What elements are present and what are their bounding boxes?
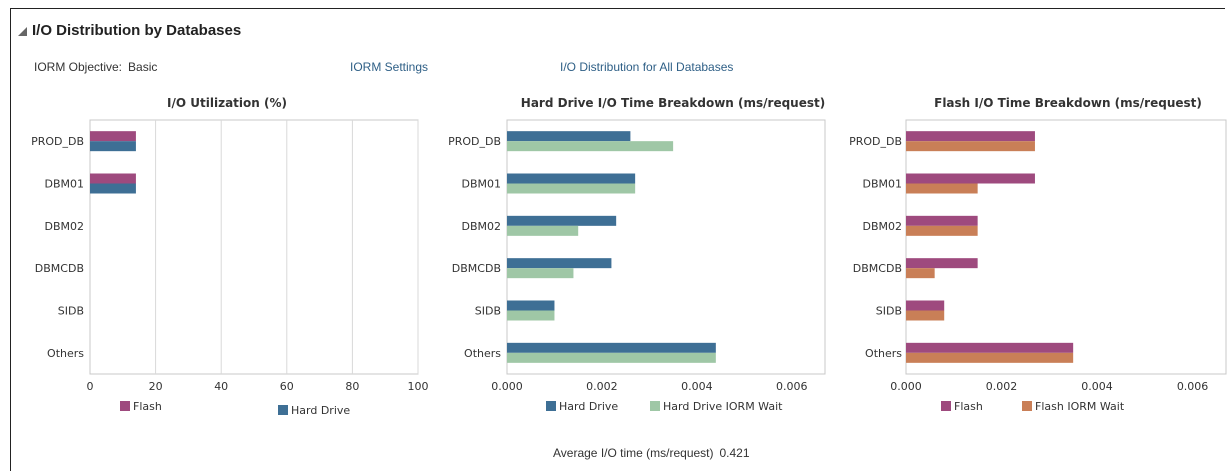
category-label: DBM01	[44, 178, 84, 191]
legend-label: Flash	[133, 400, 162, 413]
chart-title: Flash I/O Time Breakdown (ms/request)	[934, 96, 1202, 110]
category-label: DBMCDB	[35, 262, 84, 275]
bar-flash-iorm-wait	[906, 268, 935, 279]
legend-swatch	[120, 401, 130, 411]
average-io-time-value: 0.421	[719, 446, 750, 460]
chart-title: I/O Utilization (%)	[167, 96, 287, 110]
legend-swatch	[650, 401, 660, 411]
legend-swatch	[941, 401, 951, 411]
category-label: SIDB	[876, 305, 902, 318]
category-label: PROD_DB	[448, 135, 501, 148]
bar-hard-drive	[90, 183, 136, 194]
bar-hard-drive	[507, 215, 617, 226]
average-io-time: Average I/O time (ms/request) 0.421	[553, 446, 750, 460]
legend-label: Flash	[954, 400, 983, 413]
category-label: DBM01	[461, 178, 501, 191]
bar-hard-drive	[507, 173, 636, 184]
chart-2: Hard Drive I/O Time Breakdown (ms/reques…	[448, 96, 826, 413]
legend-label: Hard Drive IORM Wait	[663, 400, 783, 413]
bar-hard-drive	[507, 300, 555, 311]
iorm-objective-value: Basic	[128, 60, 158, 74]
bar-flash	[906, 131, 1035, 142]
average-io-time-label: Average I/O time (ms/request)	[553, 446, 714, 460]
category-label: DBMCDB	[452, 262, 501, 275]
bar-flash	[90, 173, 136, 184]
legend-label: Hard Drive	[291, 404, 350, 417]
plot-area	[905, 119, 1227, 375]
bar-hard-drive-iorm-wait	[507, 225, 579, 236]
bar-hard-drive-iorm-wait	[507, 352, 716, 363]
chart-1: I/O Utilization (%) PROD_DB DBM01 DBM02 DBMC…	[31, 96, 428, 417]
x-tick-label: 0.004	[1081, 380, 1113, 393]
category-label: DBM02	[44, 220, 84, 233]
bar-hard-drive	[90, 141, 136, 152]
category-label: DBMCDB	[853, 262, 902, 275]
bar-flash-iorm-wait	[906, 183, 978, 194]
bar-hard-drive	[507, 258, 612, 269]
bar-flash-iorm-wait	[906, 225, 978, 236]
bar-flash-iorm-wait	[906, 310, 945, 321]
bar-flash-iorm-wait	[906, 141, 1035, 152]
legend-label: Flash IORM Wait	[1035, 400, 1125, 413]
bar-flash	[906, 215, 978, 226]
legend-swatch	[1022, 401, 1032, 411]
x-tick-label: 0.000	[890, 380, 922, 393]
bar-flash	[906, 300, 945, 311]
legend-item: Hard Drive	[546, 400, 618, 413]
category-label: Others	[865, 347, 902, 360]
x-tick-label: 60	[280, 380, 294, 393]
bar-flash	[906, 258, 978, 269]
category-label: Others	[47, 347, 84, 360]
bar-flash	[906, 173, 1035, 184]
plot-area	[506, 119, 826, 375]
x-tick-label: 0	[87, 380, 94, 393]
section-header[interactable]: I/O Distribution by Databases	[18, 20, 241, 40]
iorm-settings-link[interactable]: IORM Settings	[350, 60, 429, 74]
legend-item: Flash	[941, 400, 983, 413]
bar-hard-drive	[507, 131, 631, 142]
bar-hard-drive	[507, 342, 716, 353]
section-title: I/O Distribution by Databases	[32, 21, 242, 39]
category-label: DBM02	[862, 220, 902, 233]
x-tick-label: 100	[408, 380, 429, 393]
category-label: DBM01	[862, 178, 902, 191]
iorm-objective: IORM Objective: Basic	[34, 60, 157, 74]
category-label: PROD_DB	[849, 135, 902, 148]
bar-hard-drive-iorm-wait	[507, 310, 555, 321]
bar-flash	[90, 131, 136, 142]
iorm-objective-label: IORM Objective:	[34, 60, 123, 74]
category-label: SIDB	[58, 305, 84, 318]
legend-item: Flash IORM Wait	[1022, 400, 1125, 413]
legend-label: Hard Drive	[559, 400, 618, 413]
io-distribution-all-databases-link[interactable]: I/O Distribution for All Databases	[560, 60, 734, 74]
legend-swatch	[278, 405, 288, 415]
plot-area	[89, 119, 419, 375]
x-tick-label: 0.006	[776, 380, 808, 393]
legend-item: Hard Drive	[278, 404, 350, 417]
chart-3: Flash I/O Time Breakdown (ms/request) PRO…	[849, 96, 1227, 413]
x-tick-label: 0.000	[491, 380, 523, 393]
legend-item: Flash	[120, 400, 162, 413]
category-label: Others	[464, 347, 501, 360]
category-label: DBM02	[461, 220, 501, 233]
x-tick-label: 20	[149, 380, 163, 393]
collapse-triangle-icon[interactable]	[18, 27, 27, 36]
x-tick-label: 0.004	[681, 380, 713, 393]
x-tick-label: 0.002	[586, 380, 618, 393]
x-tick-label: 0.006	[1177, 380, 1209, 393]
legend-item: Hard Drive IORM Wait	[650, 400, 783, 413]
x-tick-label: 0.002	[986, 380, 1018, 393]
bar-hard-drive-iorm-wait	[507, 183, 636, 194]
category-label: SIDB	[475, 305, 501, 318]
category-label: PROD_DB	[31, 135, 84, 148]
legend-swatch	[546, 401, 556, 411]
bar-hard-drive-iorm-wait	[507, 141, 674, 152]
chart-title: Hard Drive I/O Time Breakdown (ms/reques…	[521, 96, 825, 110]
x-tick-label: 80	[345, 380, 359, 393]
bar-flash	[906, 342, 1074, 353]
x-tick-label: 40	[214, 380, 228, 393]
bar-flash-iorm-wait	[906, 352, 1074, 363]
bar-hard-drive-iorm-wait	[507, 268, 574, 279]
